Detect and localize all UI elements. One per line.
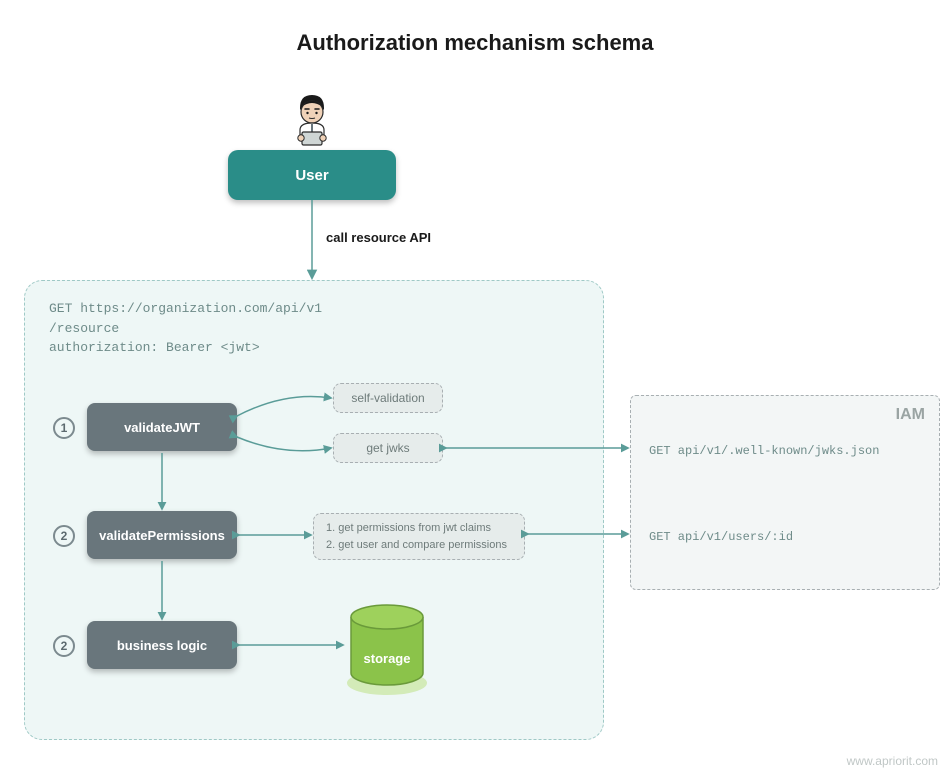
step-2-box: validatePermissions [87, 511, 237, 559]
watermark: www.apriorit.com [847, 754, 938, 768]
iam-panel: IAM GET api/v1/.well-known/jwks.json GET… [630, 395, 940, 590]
storage-node: storage [345, 599, 429, 689]
step-1-box: validateJWT [87, 403, 237, 451]
edge-label-call-api: call resource API [326, 230, 431, 245]
step-2-detail-list: 1. get permissions from jwt claims 2. ge… [313, 513, 525, 560]
step-3-badge: 2 [53, 635, 75, 657]
arrow-user-to-resource [307, 200, 317, 284]
step-1-detail-self-validation: self-validation [333, 383, 443, 413]
iam-line-jwks: GET api/v1/.well-known/jwks.json [649, 444, 879, 458]
user-node: User [228, 150, 396, 200]
step-3-box: business logic [87, 621, 237, 669]
diagram-title: Authorization mechanism schema [0, 30, 950, 56]
storage-label: storage [345, 651, 429, 666]
iam-title: IAM [896, 406, 925, 424]
step-1-badge: 1 [53, 417, 75, 439]
user-avatar-icon [282, 90, 342, 150]
step-2-badge: 2 [53, 525, 75, 547]
resource-panel: GET https://organization.com/api/v1 /res… [24, 280, 604, 740]
request-text: GET https://organization.com/api/v1 /res… [49, 299, 322, 358]
iam-line-users: GET api/v1/users/:id [649, 530, 793, 544]
step-1-detail-get-jwks: get jwks [333, 433, 443, 463]
